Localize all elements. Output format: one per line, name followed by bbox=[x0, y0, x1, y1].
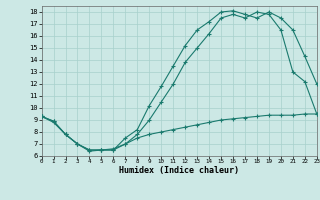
X-axis label: Humidex (Indice chaleur): Humidex (Indice chaleur) bbox=[119, 166, 239, 175]
